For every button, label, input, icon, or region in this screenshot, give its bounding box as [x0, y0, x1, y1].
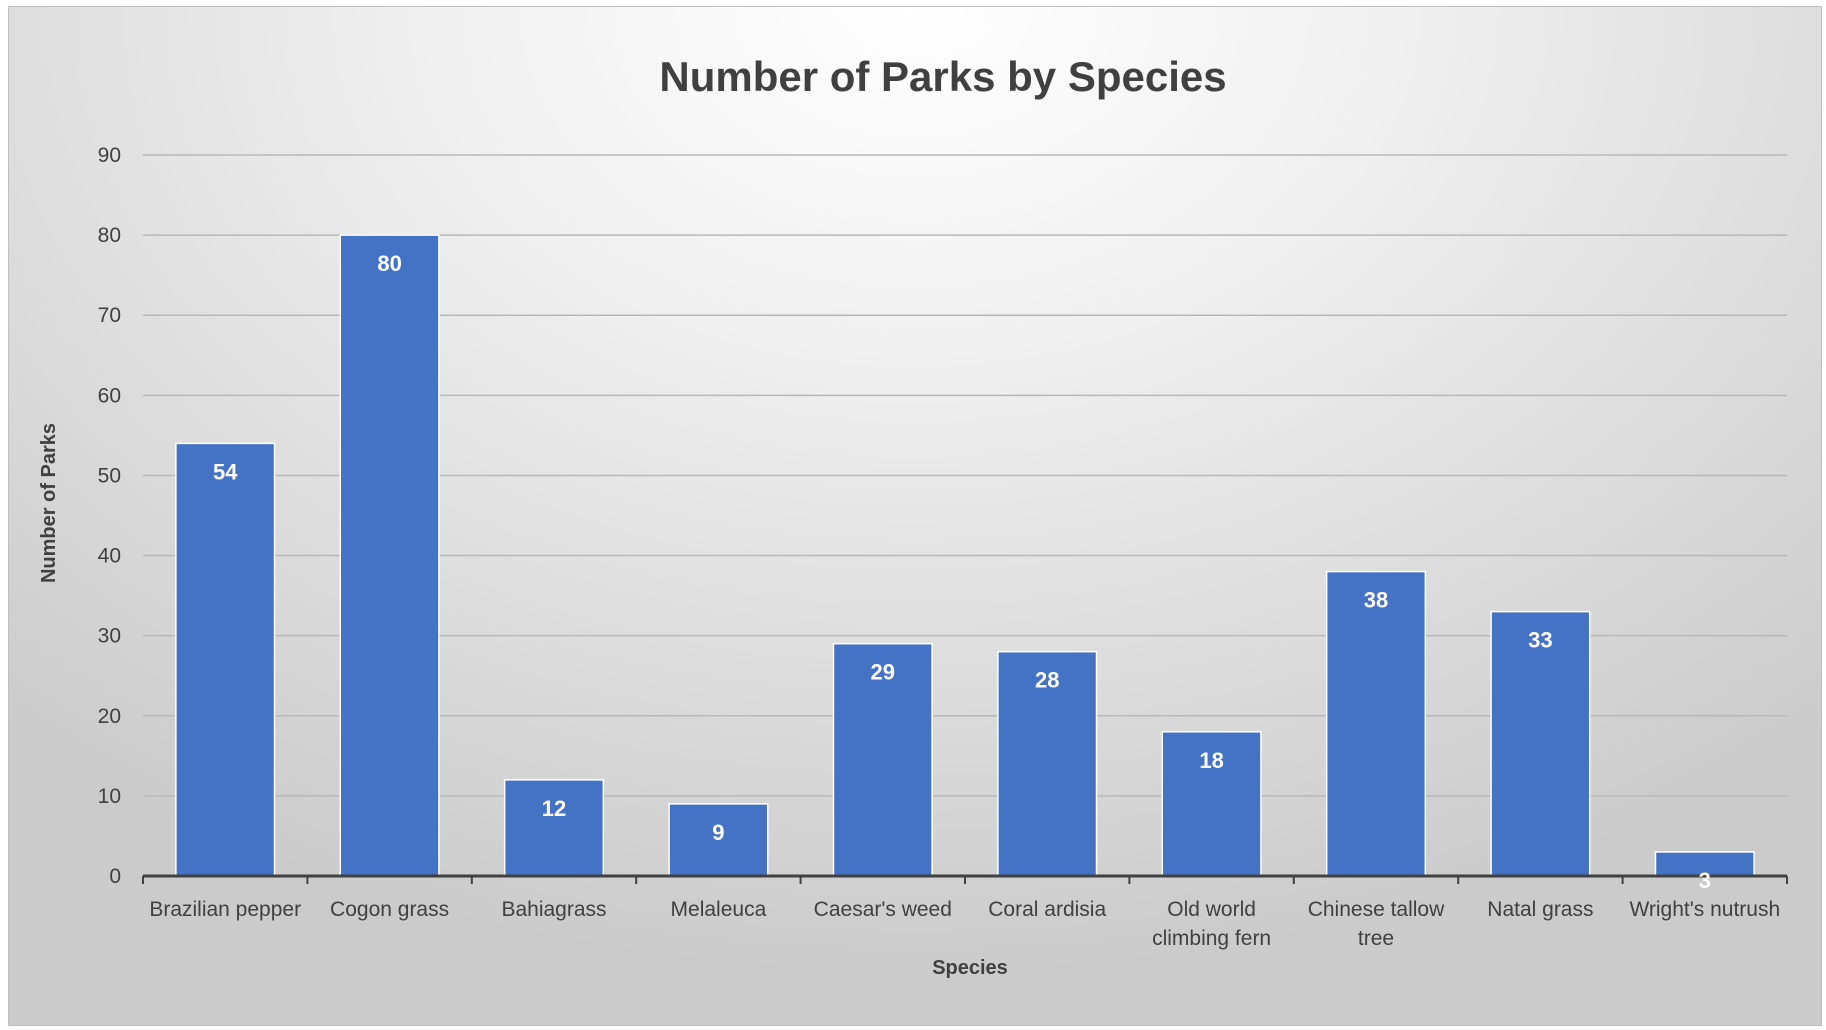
x-tick-labels: Brazilian pepper Cogon grass Bahiagrass Mel…: [149, 898, 1780, 950]
x-tick-label: Wright's nutrush: [1629, 898, 1780, 921]
y-axis-title: Number of Parks: [38, 423, 60, 583]
bar-chart: Number of Parks by Species 0 10 20 30 40 50 60…: [38, 53, 1788, 979]
bar: [1325, 570, 1427, 877]
data-label: 54: [213, 459, 238, 484]
data-label: 18: [1199, 748, 1223, 773]
x-tick-label: Brazilian pepper: [149, 898, 301, 921]
y-tick-label: 50: [98, 464, 121, 487]
y-tick-label: 10: [98, 785, 121, 808]
x-tick-label: Caesar's weed: [814, 898, 952, 921]
x-tick-label: Bahiagrass: [501, 898, 606, 921]
y-tick-label: 90: [98, 144, 121, 167]
data-label: 9: [712, 820, 724, 845]
x-axis-title: Species: [932, 957, 1008, 979]
x-tick-label: Old world: [1167, 898, 1256, 921]
data-label: 28: [1035, 668, 1059, 693]
y-tick-label: 70: [98, 304, 121, 327]
y-tick-label: 40: [98, 545, 121, 568]
data-label: 12: [542, 796, 566, 821]
data-label: 29: [871, 660, 895, 685]
x-axis: [142, 874, 1788, 884]
y-tick-label: 80: [98, 224, 121, 247]
x-tick-label: climbing fern: [1152, 927, 1271, 950]
chart-frame: Number of Parks by Species 0 10 20 30 40 50 60…: [8, 6, 1822, 1026]
x-tick-label: Coral ardisia: [988, 898, 1106, 921]
chart-title: Number of Parks by Species: [659, 53, 1226, 100]
bar: [1161, 731, 1262, 877]
y-tick-label: 60: [98, 384, 121, 407]
y-tick-label: 20: [98, 705, 121, 728]
bar: [339, 234, 440, 877]
x-tick-label: tree: [1358, 927, 1394, 950]
x-tick-label: Natal grass: [1487, 898, 1593, 921]
x-tick-label: Cogon grass: [330, 898, 449, 921]
bar: [175, 442, 276, 877]
y-tick-label: 0: [109, 865, 121, 888]
y-tick-label: 30: [98, 625, 121, 648]
bars: [175, 234, 1755, 877]
bar: [1490, 610, 1591, 877]
data-label: 38: [1364, 588, 1388, 613]
y-tick-labels: 0 10 20 30 40 50 60 70 80 90: [98, 144, 121, 888]
x-tick-label: Chinese tallow: [1308, 898, 1445, 921]
x-tick-label: Melaleuca: [671, 898, 767, 921]
bar: [997, 650, 1098, 877]
data-label: 80: [377, 251, 401, 276]
data-label: 33: [1528, 628, 1552, 653]
data-label: 3: [1699, 868, 1711, 893]
bar: [503, 779, 605, 877]
